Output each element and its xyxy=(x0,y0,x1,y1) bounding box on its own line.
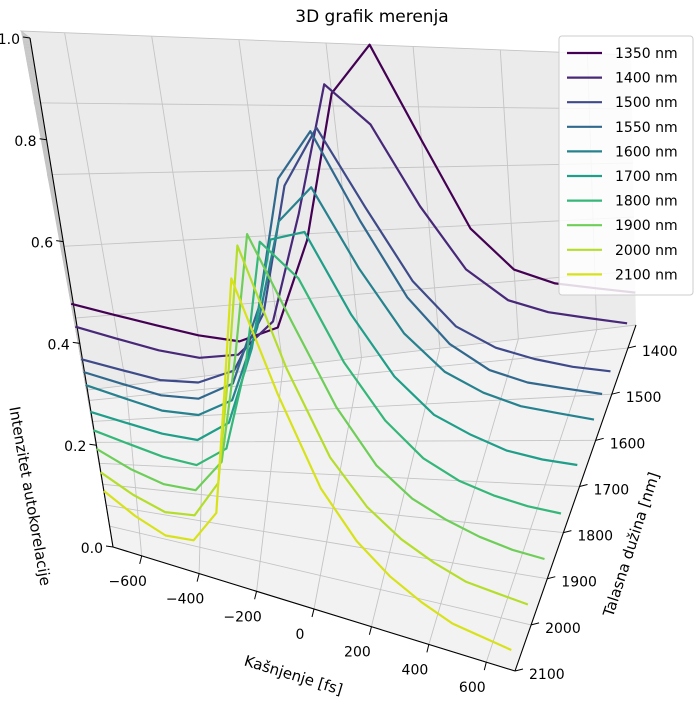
tick-mark xyxy=(579,484,588,487)
grid-line-z xyxy=(60,216,635,344)
tick-mark xyxy=(139,555,143,565)
tick-label: 1400 xyxy=(642,344,678,360)
legend-label: 2100 nm xyxy=(615,267,678,283)
tick-mark xyxy=(426,644,430,653)
tick-label: 400 xyxy=(402,662,429,678)
legend-label: 1400 nm xyxy=(615,71,678,87)
y-axis-line xyxy=(514,324,637,672)
tick-label: −200 xyxy=(223,609,261,625)
tick-mark xyxy=(105,545,114,548)
grid-line-z xyxy=(73,270,636,446)
tick-label: −600 xyxy=(108,574,146,590)
tick-label: 2000 xyxy=(545,621,581,637)
tick-label: 0.4 xyxy=(48,337,70,353)
series-line-1800 xyxy=(93,240,562,515)
tick-mark xyxy=(22,36,31,39)
tick-label: 200 xyxy=(344,645,371,661)
tick-label: 1500 xyxy=(626,390,662,406)
tick-label: 0.2 xyxy=(64,439,86,455)
back-pane xyxy=(21,31,636,390)
tick-labels: −600 −400 −200 0 200 400 600 1400 1500 1600 1700 18… xyxy=(0,32,678,696)
legend: 1350 nm 1400 nm 1500 nm 1550 nm 1600 nm 1700 … xyxy=(558,35,694,296)
series-line-2100 xyxy=(103,277,512,652)
tick-mark xyxy=(254,591,258,600)
tick-mark xyxy=(56,240,64,243)
series-lines xyxy=(70,43,636,652)
tick-label: 1900 xyxy=(561,575,597,591)
grid-line-z xyxy=(33,102,633,140)
tick-label: 1600 xyxy=(610,436,646,452)
tick-label: 2100 xyxy=(529,667,565,683)
legend-label: 1900 nm xyxy=(615,218,678,234)
legend-label: 1800 nm xyxy=(615,194,678,210)
tick-mark xyxy=(611,391,620,395)
tick-label: 1700 xyxy=(594,483,630,499)
legend-label: 2000 nm xyxy=(615,243,678,259)
tick-mark xyxy=(39,138,47,141)
tick-mark xyxy=(563,530,572,534)
grid-line-z xyxy=(19,30,632,56)
tick-label: −400 xyxy=(166,592,204,608)
tick-label: 1.0 xyxy=(0,32,20,48)
series-line-1900 xyxy=(96,233,545,561)
tick-label: 600 xyxy=(459,680,486,696)
tick-mark xyxy=(595,437,604,441)
z-axis-line xyxy=(29,37,114,548)
legend-label: 1550 nm xyxy=(615,120,678,136)
grid-line-z xyxy=(46,162,634,242)
chart-title: 3D grafik merenja xyxy=(295,7,448,27)
tick-mark xyxy=(531,622,540,626)
tick-label: 0.6 xyxy=(31,236,53,252)
tick-mark xyxy=(89,443,97,446)
tick-mark xyxy=(72,341,80,344)
tick-label: 0.0 xyxy=(81,541,103,557)
legend-label: 1500 nm xyxy=(615,95,678,111)
tick-mark xyxy=(627,345,637,349)
tick-mark xyxy=(514,668,524,672)
series-line-1350 xyxy=(70,43,636,343)
tick-label: 1800 xyxy=(577,529,613,545)
tick-label: 0 xyxy=(296,627,305,643)
tick-mark xyxy=(547,576,556,580)
series-line-1500 xyxy=(80,126,611,384)
series-line-1550 xyxy=(83,130,603,400)
tick-mark xyxy=(196,573,200,582)
tick-mark xyxy=(311,608,315,618)
legend-box xyxy=(558,35,694,296)
series-line-1600 xyxy=(85,186,595,421)
legend-label: 1600 nm xyxy=(615,144,678,160)
tick-label: 0.8 xyxy=(14,134,36,150)
tick-mark xyxy=(368,626,372,635)
legend-label: 1700 nm xyxy=(615,169,678,185)
series-line-1400 xyxy=(74,83,628,359)
legend-label: 1350 nm xyxy=(615,46,678,62)
series-line-2000 xyxy=(100,244,529,606)
tick-mark xyxy=(483,662,487,671)
series-line-1700 xyxy=(89,230,578,467)
